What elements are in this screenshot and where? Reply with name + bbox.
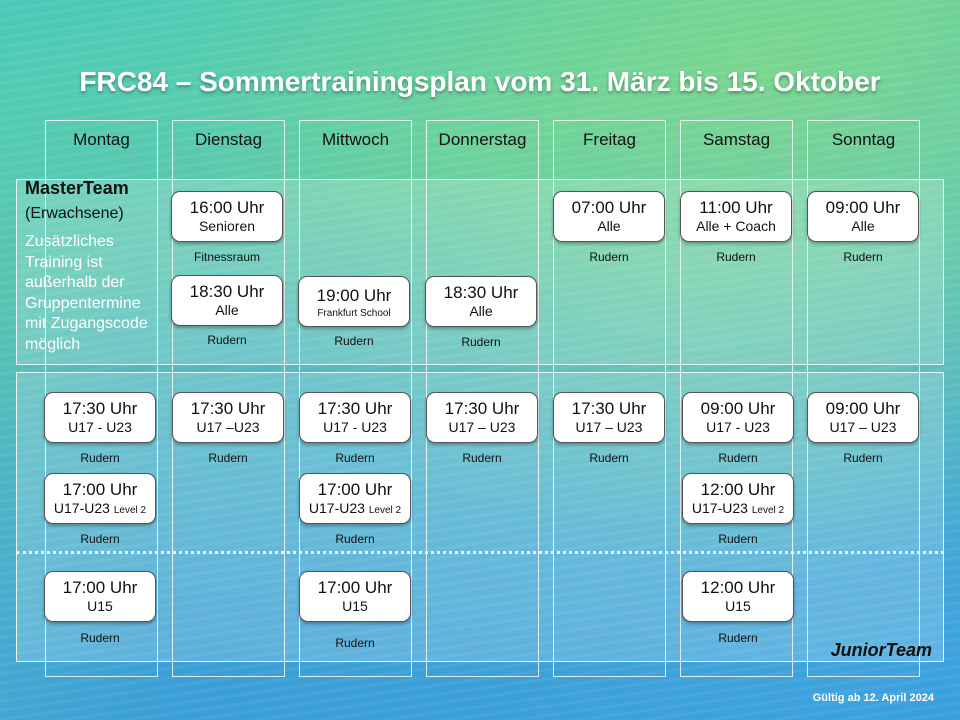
session-location: Rudern [80,451,120,465]
session-location: Rudern [716,250,756,264]
session-card[interactable]: 09:00 Uhr Alle [807,191,919,242]
session-card[interactable]: 17:30 Uhr U17 - U23 [44,392,156,443]
session-card[interactable]: 09:00 Uhr U17 – U23 [807,392,919,443]
session-group: Alle [597,218,621,234]
session-group: U17-U23 [691,500,748,516]
day-header-samstag: Samstag [702,130,771,149]
session-location: Rudern [335,636,375,650]
session-group: Alle [469,303,493,319]
session-card[interactable]: 17:00 Uhr U17-U23 Level 2 [44,473,156,524]
valid-from-note: Gültig ab 12. April 2024 [812,692,934,704]
day-header-montag: Montag [73,130,130,149]
session-group: Frankfurt School [317,308,391,319]
session-time: 17:00 Uhr [317,480,393,499]
session-level: Level 2 [368,505,402,516]
session-location: Rudern [335,451,375,465]
session-card[interactable]: 18:30 Uhr Alle [171,275,283,326]
session-location: Rudern [80,631,120,645]
session-location: Rudern [461,335,501,349]
session-location: Rudern [207,333,247,347]
day-header-freitag: Freitag [583,130,636,149]
session-card[interactable]: 17:00 Uhr U15 [299,571,411,622]
day-header-mittwoch: Mittwoch [321,130,390,149]
session-location: Rudern [718,532,758,546]
session-location: Fitnessraum [193,250,261,264]
session-card[interactable]: 17:30 Uhr U17 - U23 [299,392,411,443]
session-level: Level 2 [751,505,785,516]
session-time: 09:00 Uhr [825,198,901,217]
session-location: Rudern [334,334,374,348]
session-time: 17:00 Uhr [62,578,138,597]
session-card[interactable]: 12:00 Uhr U15 [682,571,794,622]
session-time: 12:00 Uhr [700,578,776,597]
junior-divider [16,551,944,554]
session-group: Alle [215,302,239,318]
day-header-dienstag: Dienstag [194,130,263,149]
session-location: Rudern [718,451,758,465]
session-level: Level 2 [113,505,147,516]
session-card[interactable]: 18:30 Uhr Alle [425,276,537,327]
session-location: Rudern [718,631,758,645]
session-card[interactable]: 16:00 Uhr Senioren [171,191,283,242]
session-time: 09:00 Uhr [825,399,901,418]
session-time: 11:00 Uhr [699,198,773,217]
session-group: U17 – U23 [448,419,516,435]
session-time: 17:30 Uhr [317,399,393,418]
session-group: U17-U23 [53,500,110,516]
master-team-subtitle: (Erwachsene) [25,205,124,222]
session-location: Rudern [208,451,248,465]
session-card[interactable]: 17:30 Uhr U17 – U23 [553,392,665,443]
session-group: U17 –U23 [196,419,260,435]
session-card[interactable]: 12:00 Uhr U17-U23 Level 2 [682,473,794,524]
page-title: FRC84 – Sommertrainingsplan vom 31. März… [79,66,881,97]
day-header-donnerstag: Donnerstag [438,130,527,149]
session-card[interactable]: 17:00 Uhr U17-U23 Level 2 [299,473,411,524]
session-time: 09:00 Uhr [700,399,776,418]
session-location: Rudern [843,250,883,264]
session-time: 16:00 Uhr [189,198,265,217]
session-time: 07:00 Uhr [571,198,647,217]
session-time: 17:30 Uhr [62,399,138,418]
session-location: Rudern [843,451,883,465]
session-location: Rudern [335,532,375,546]
day-header-sonntag: Sonntag [831,130,896,149]
session-group: U17 – U23 [829,419,897,435]
session-group: U15 [342,598,368,614]
session-time: 18:30 Uhr [189,282,265,301]
master-team-label: MasterTeam [25,178,129,198]
session-time: 17:30 Uhr [444,399,520,418]
session-time: 17:30 Uhr [190,399,266,418]
session-group: Alle + Coach [696,218,776,234]
session-group: U15 [87,598,113,614]
master-team-note: Zusätzliches Training ist außerhalb der … [25,233,148,353]
session-location: Rudern [462,451,502,465]
session-group: U17-U23 [308,500,365,516]
session-group: U17 - U23 [706,419,770,435]
session-card[interactable]: 11:00 Uhr Alle + Coach [680,191,792,242]
session-card[interactable]: 17:00 Uhr U15 [44,571,156,622]
session-group: U17 – U23 [575,419,643,435]
session-card[interactable]: 17:30 Uhr U17 – U23 [426,392,538,443]
session-card[interactable]: 19:00 Uhr Frankfurt School [298,276,410,327]
session-group: U17 - U23 [68,419,132,435]
session-group: U17 - U23 [323,419,387,435]
session-card[interactable]: 09:00 Uhr U17 - U23 [682,392,794,443]
session-group: Senioren [198,218,256,234]
junior-team-label: JuniorTeam [830,640,932,660]
session-group: U15 [725,598,751,614]
session-card[interactable]: 07:00 Uhr Alle [553,191,665,242]
session-time: 17:00 Uhr [317,578,393,597]
session-time: 19:00 Uhr [316,286,392,305]
session-time: 17:30 Uhr [571,399,647,418]
session-location: Rudern [589,250,629,264]
session-card[interactable]: 17:30 Uhr U17 –U23 [172,392,284,443]
session-time: 17:00 Uhr [62,480,138,499]
session-time: 18:30 Uhr [443,283,519,302]
session-location: Rudern [589,451,629,465]
session-group: Alle [851,218,875,234]
session-time: 12:00 Uhr [700,480,776,499]
session-location: Rudern [80,532,120,546]
